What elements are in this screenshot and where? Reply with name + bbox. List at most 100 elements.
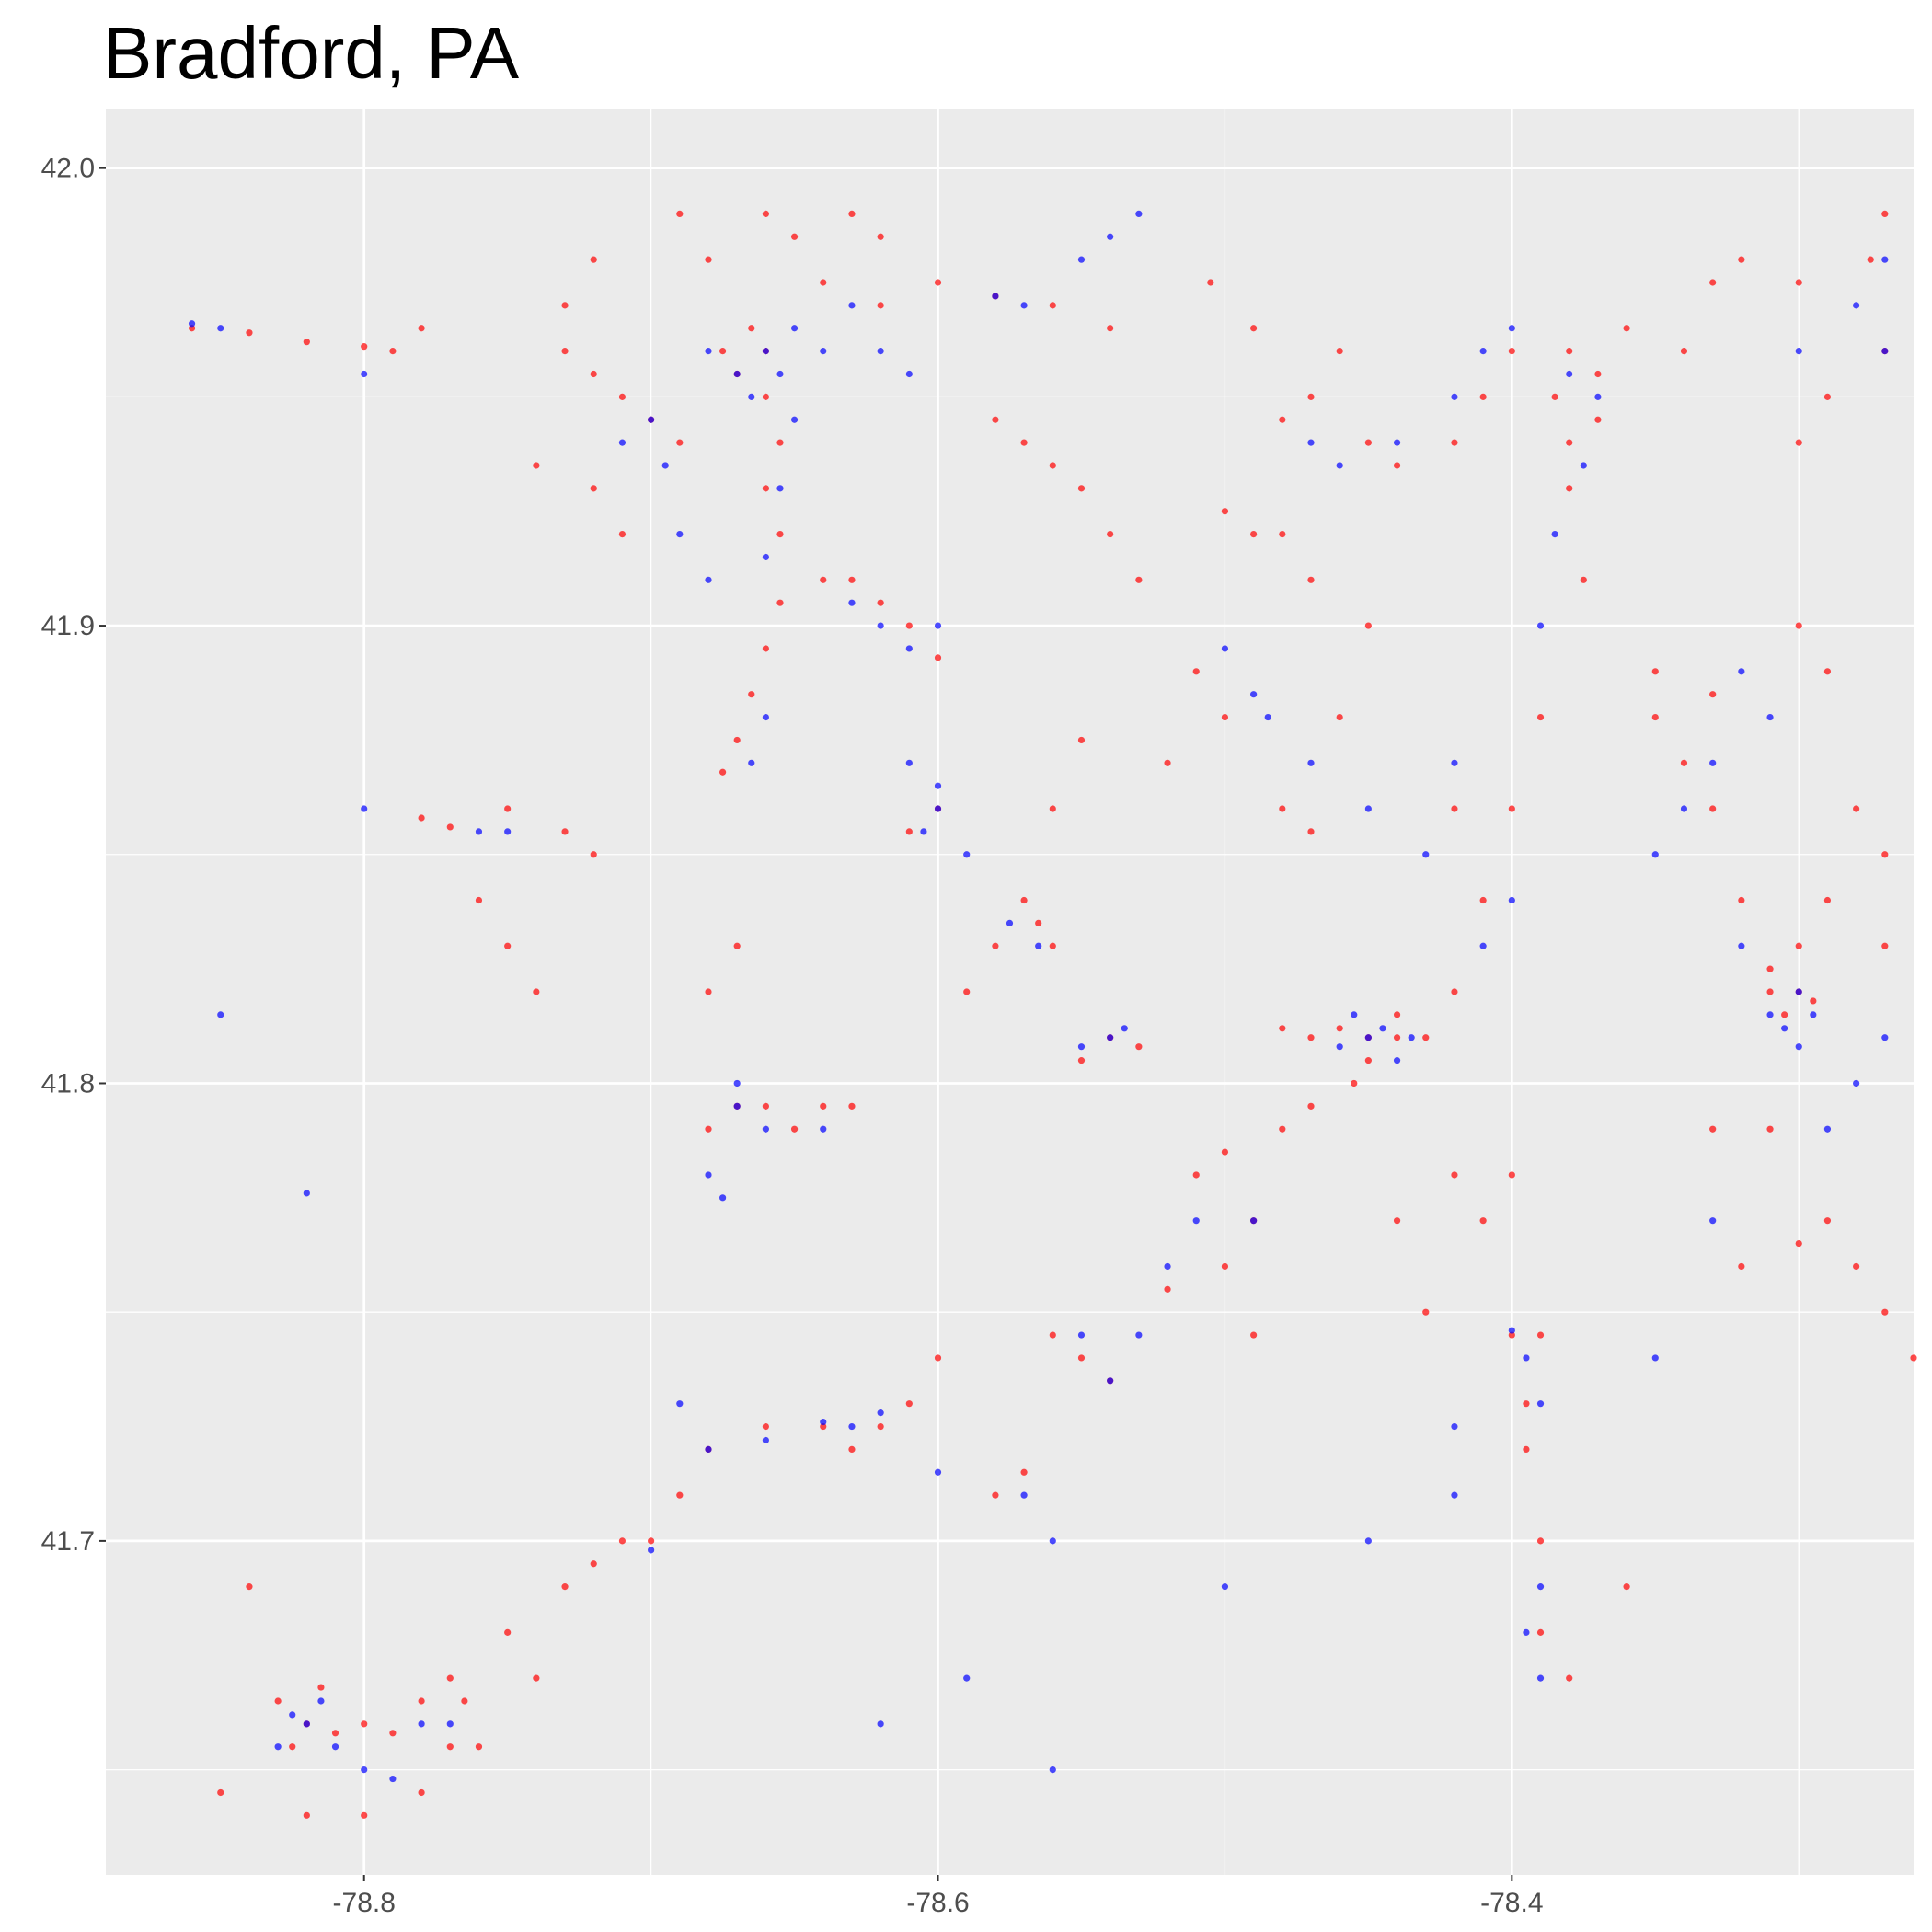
data-point bbox=[1379, 1025, 1386, 1032]
x-tick-label: -78.6 bbox=[906, 1888, 969, 1918]
data-point bbox=[475, 896, 483, 904]
data-point bbox=[389, 1775, 397, 1783]
data-point bbox=[1164, 759, 1171, 766]
data-point bbox=[1853, 302, 1860, 309]
data-point bbox=[1307, 576, 1315, 583]
data-point bbox=[504, 828, 512, 835]
data-point bbox=[1121, 1025, 1128, 1032]
data-point bbox=[1881, 1308, 1889, 1316]
data-point bbox=[1853, 805, 1860, 812]
data-point bbox=[963, 851, 971, 858]
data-point bbox=[1881, 851, 1889, 858]
data-point bbox=[848, 1445, 856, 1454]
data-point bbox=[1006, 919, 1014, 926]
y-tick-label: 41.8 bbox=[41, 1068, 95, 1098]
data-point bbox=[1250, 1331, 1258, 1339]
data-point bbox=[1881, 1034, 1889, 1041]
data-point bbox=[1250, 1217, 1258, 1225]
data-point bbox=[418, 814, 425, 822]
data-point bbox=[1107, 530, 1114, 538]
data-point bbox=[1049, 942, 1056, 949]
data-point bbox=[561, 828, 569, 835]
data-point bbox=[561, 348, 569, 355]
data-point bbox=[418, 1788, 425, 1797]
data-point bbox=[1221, 645, 1229, 652]
data-point bbox=[934, 782, 942, 789]
data-point bbox=[1451, 805, 1458, 812]
data-point bbox=[1580, 576, 1587, 583]
data-point bbox=[790, 233, 799, 240]
data-point bbox=[1823, 1217, 1832, 1225]
data-point bbox=[790, 416, 799, 423]
data-point bbox=[217, 1788, 224, 1797]
data-point bbox=[1536, 713, 1545, 721]
data-point bbox=[1823, 1125, 1832, 1133]
data-point bbox=[274, 1697, 282, 1705]
data-point bbox=[1566, 348, 1573, 355]
data-point bbox=[820, 1125, 827, 1133]
data-point bbox=[1680, 805, 1688, 812]
data-point bbox=[1536, 1400, 1545, 1408]
data-point bbox=[1451, 1422, 1458, 1431]
data-point bbox=[1307, 439, 1315, 446]
data-point bbox=[1810, 997, 1817, 1005]
data-point bbox=[361, 343, 368, 351]
data-point bbox=[1709, 691, 1717, 698]
data-point bbox=[1221, 1583, 1229, 1591]
data-point bbox=[217, 325, 224, 332]
data-point bbox=[1781, 1011, 1788, 1018]
data-point bbox=[1795, 942, 1802, 949]
data-point bbox=[361, 1720, 368, 1728]
data-point bbox=[705, 348, 712, 355]
data-point bbox=[1766, 1011, 1774, 1018]
data-point bbox=[790, 325, 799, 332]
data-point bbox=[1049, 302, 1056, 309]
data-point bbox=[590, 370, 597, 378]
data-point bbox=[848, 599, 856, 606]
data-point bbox=[1020, 1468, 1028, 1476]
data-point bbox=[1364, 439, 1372, 446]
data-point bbox=[1795, 622, 1802, 629]
data-point bbox=[1738, 942, 1745, 949]
data-point bbox=[934, 622, 942, 629]
data-point bbox=[820, 348, 827, 355]
data-point bbox=[1823, 896, 1832, 904]
data-point bbox=[303, 339, 310, 346]
data-point bbox=[1035, 919, 1042, 926]
x-tick-label: -78.8 bbox=[333, 1888, 396, 1918]
data-point bbox=[705, 1445, 712, 1454]
data-point bbox=[1594, 393, 1602, 400]
data-point bbox=[1020, 302, 1028, 309]
data-point bbox=[561, 1583, 569, 1591]
data-point bbox=[331, 1730, 339, 1737]
data-point bbox=[1680, 348, 1688, 355]
data-point bbox=[1364, 1057, 1372, 1064]
data-point bbox=[1479, 393, 1487, 400]
data-point bbox=[1451, 759, 1458, 766]
data-point bbox=[848, 1102, 856, 1110]
data-point bbox=[848, 576, 856, 583]
data-point bbox=[446, 1674, 454, 1682]
data-point bbox=[905, 759, 913, 766]
data-point bbox=[705, 988, 712, 995]
data-point bbox=[1451, 988, 1458, 995]
data-point bbox=[1508, 1171, 1515, 1179]
data-point bbox=[1408, 1034, 1415, 1041]
data-point bbox=[1351, 1079, 1358, 1087]
data-point bbox=[303, 1190, 310, 1197]
data-point bbox=[1422, 1034, 1430, 1041]
data-point bbox=[1279, 416, 1286, 423]
data-point bbox=[1336, 1043, 1343, 1051]
data-point bbox=[1709, 759, 1717, 766]
data-point bbox=[1192, 1217, 1200, 1225]
data-point bbox=[1279, 530, 1286, 538]
data-point bbox=[1279, 1025, 1286, 1032]
data-point bbox=[877, 622, 884, 629]
data-point bbox=[533, 988, 540, 995]
data-point bbox=[1651, 668, 1659, 675]
data-point bbox=[389, 348, 397, 355]
data-point bbox=[1795, 1043, 1802, 1051]
data-point bbox=[676, 530, 684, 538]
data-point bbox=[1781, 1025, 1788, 1032]
data-point bbox=[905, 645, 913, 652]
